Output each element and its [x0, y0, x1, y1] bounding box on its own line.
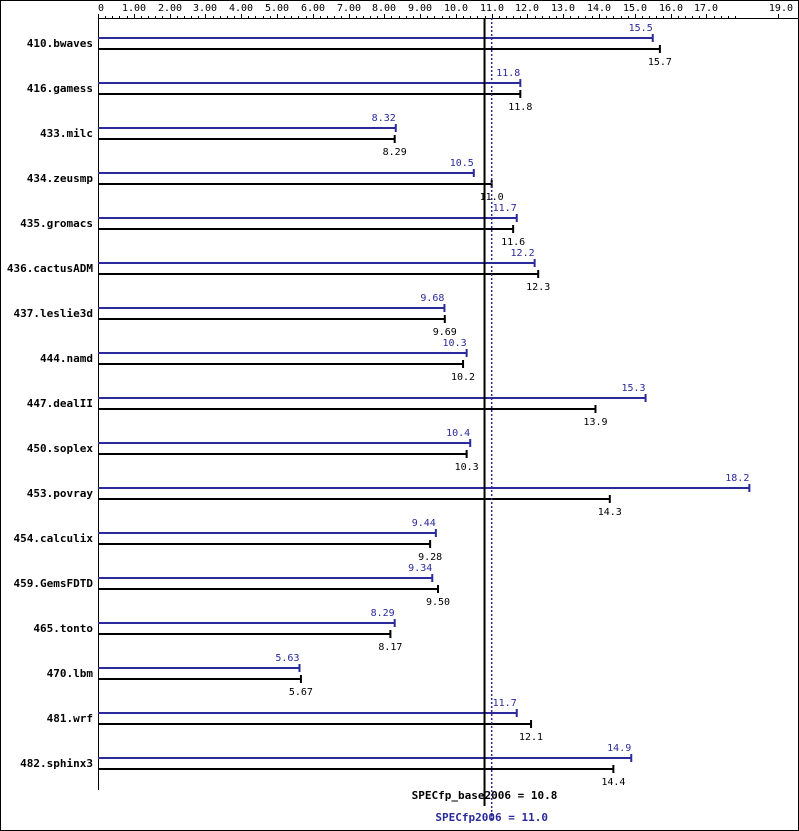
x-tick-label: 2.00 [158, 3, 182, 14]
category-label: 450.soplex [27, 442, 94, 455]
x-tick-label: 7.00 [337, 3, 361, 14]
base-value-label: 15.7 [648, 57, 672, 68]
category-label: 447.dealII [27, 397, 93, 410]
peak-value-label: 9.68 [420, 293, 444, 304]
peak-value-label: 10.5 [450, 158, 474, 169]
x-tick-label: 10.0 [444, 3, 468, 14]
category-label: 437.leslie3d [14, 307, 93, 320]
base-value-label: 10.2 [451, 372, 475, 383]
peak-value-label: 15.5 [629, 23, 653, 34]
reference-lines: SPECfp_base2006 = 10.8 SPECfp2006 = 11.0 [412, 18, 558, 824]
x-tick-label: 0 [98, 3, 104, 14]
base-value-label: 9.50 [426, 597, 450, 608]
peak-value-label: 9.34 [408, 563, 432, 574]
category-label: 482.sphinx3 [20, 757, 93, 770]
peak-value-label: 8.29 [371, 608, 395, 619]
x-tick-label: 15.0 [623, 3, 647, 14]
peak-value-label: 12.2 [511, 248, 535, 259]
base-value-label: 14.3 [598, 507, 622, 518]
peak-value-label: 5.63 [275, 653, 299, 664]
peak-value-label: 11.7 [493, 203, 517, 214]
base-value-label: 12.1 [519, 732, 543, 743]
x-tick-label: 1.00 [122, 3, 146, 14]
x-tick-label: 14.0 [587, 3, 611, 14]
peak-value-label: 10.3 [443, 338, 467, 349]
base-value-label: 8.17 [378, 642, 402, 653]
x-tick-label: 17.0 [694, 3, 718, 14]
category-label: 465.tonto [33, 622, 93, 635]
x-tick-label: 3.00 [193, 3, 217, 14]
x-tick-label: 4.00 [229, 3, 253, 14]
category-label: 434.zeusmp [27, 172, 94, 185]
category-label: 481.wrf [47, 712, 93, 725]
x-tick-label: 6.00 [301, 3, 325, 14]
category-label: 433.milc [40, 127, 93, 140]
base-reference-label: SPECfp_base2006 = 10.8 [412, 789, 558, 802]
peak-value-label: 18.2 [725, 473, 749, 484]
peak-value-label: 10.4 [446, 428, 470, 439]
x-tick-label: 19.0 [769, 3, 793, 14]
category-label: 453.povray [27, 487, 94, 500]
peak-value-label: 9.44 [412, 518, 436, 529]
peak-value-label: 8.32 [372, 113, 396, 124]
category-label: 435.gromacs [20, 217, 93, 230]
category-label: 459.GemsFDTD [14, 577, 94, 590]
category-label: 454.calculix [14, 532, 94, 545]
peak-value-label: 11.8 [496, 68, 520, 79]
peak-value-label: 11.7 [493, 698, 517, 709]
base-value-label: 9.28 [418, 552, 442, 563]
peak-reference-label: SPECfp2006 = 11.0 [435, 811, 548, 824]
x-tick-label: 9.00 [408, 3, 432, 14]
base-value-label: 11.0 [480, 192, 504, 203]
category-label: 470.lbm [47, 667, 94, 680]
base-value-label: 14.4 [601, 777, 625, 788]
x-tick-label: 11.0 [480, 3, 504, 14]
category-label: 416.gamess [27, 82, 93, 95]
category-label: 436.cactusADM [7, 262, 93, 275]
base-value-label: 8.29 [383, 147, 407, 158]
x-tick-label: 5.00 [265, 3, 289, 14]
x-tick-label: 16.0 [659, 3, 683, 14]
peak-value-label: 15.3 [621, 383, 645, 394]
category-label: 410.bwaves [27, 37, 93, 50]
category-label: 444.namd [40, 352, 93, 365]
x-axis-ticks: 0 1.00 2.00 3.00 4.00 5.00 6.00 7.00 8.00 9.00 10.… [98, 3, 793, 18]
base-value-label: 13.9 [583, 417, 607, 428]
base-value-label: 9.69 [433, 327, 457, 338]
x-tick-label: 12.0 [515, 3, 539, 14]
category-labels: 410.bwaves 416.gamess 433.milc 434.zeusmp 43… [7, 37, 93, 770]
bars-layer: 15.515.711.811.88.328.2910.511.011.711.6… [98, 23, 751, 788]
base-value-label: 11.8 [508, 102, 532, 113]
base-value-label: 12.3 [526, 282, 550, 293]
base-value-label: 11.6 [501, 237, 525, 248]
base-value-label: 10.3 [455, 462, 479, 473]
x-tick-label: 13.0 [551, 3, 575, 14]
x-tick-label: 8.00 [372, 3, 396, 14]
base-value-label: 5.67 [289, 687, 313, 698]
peak-value-label: 14.9 [607, 743, 631, 754]
